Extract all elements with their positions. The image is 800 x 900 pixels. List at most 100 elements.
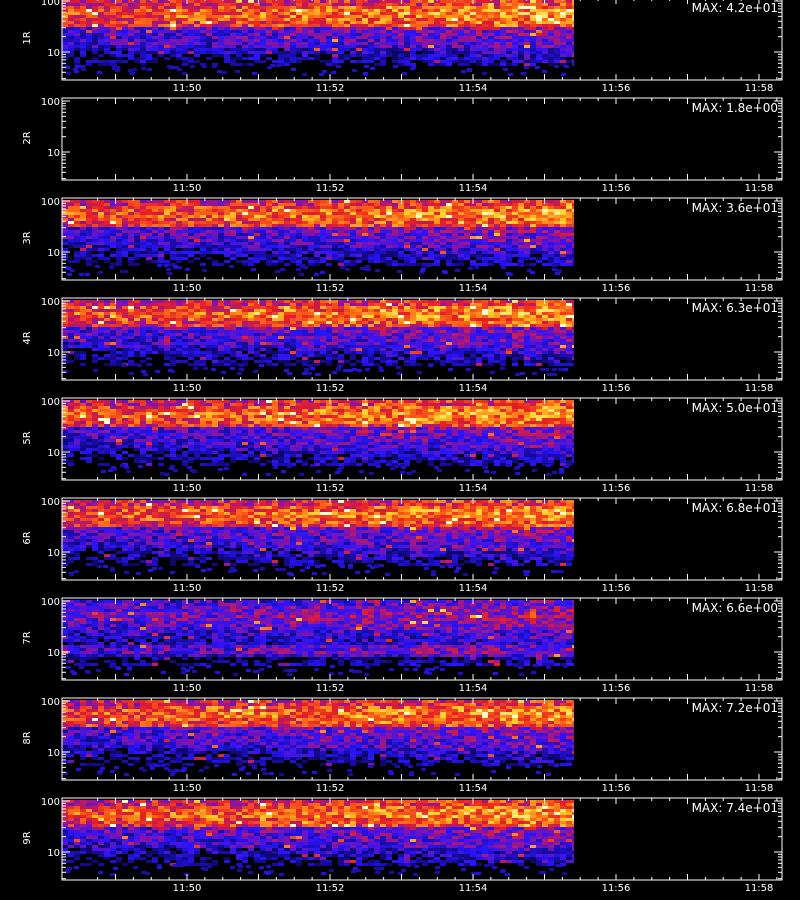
x-tick-label: 11:56 [602, 483, 631, 494]
heatmap-cells [62, 400, 574, 476]
y-tick-label: 100 [41, 0, 60, 8]
x-tick-label: 11:52 [316, 683, 345, 694]
x-tick-label: 11:58 [745, 83, 774, 94]
y-tick-label: 100 [41, 797, 60, 808]
y-tick-label: 100 [41, 197, 60, 208]
axis-frame [61, 597, 783, 681]
x-tick-label: 11:50 [173, 483, 202, 494]
heatmap-cells [62, 500, 574, 576]
panel-7r: 11:50 11:52 11:54 11:56 11:58 10 100 7R MAX: 6.6… [22, 597, 783, 694]
panel-label: 2R [22, 131, 33, 144]
x-ticks [97, 198, 778, 280]
y-tick-label: 100 [41, 97, 60, 108]
y-tick-label: 100 [41, 497, 60, 508]
y-tick-label: 10 [47, 748, 60, 759]
y-tick-label: 10 [47, 548, 60, 559]
y-ticks [62, 800, 782, 880]
x-tick-label: 11:52 [316, 583, 345, 594]
x-tick-label: 11:56 [602, 883, 631, 894]
x-tick-label: 11:50 [173, 783, 202, 794]
x-tick-label: 11:58 [745, 783, 774, 794]
panel-label: 8R [22, 731, 33, 744]
y-tick-label: 10 [47, 848, 60, 859]
x-ticks [97, 0, 778, 80]
x-tick-label: 11:58 [745, 583, 774, 594]
y-tick-label: 10 [47, 248, 60, 259]
x-ticks [97, 498, 778, 580]
axis-frame [61, 697, 783, 781]
y-ticks [62, 200, 782, 280]
panel-label: 9R [22, 831, 33, 844]
panel-6r: 11:50 11:52 11:54 11:56 11:58 10 100 6R MAX: 6.8… [22, 497, 783, 594]
x-ticks [97, 398, 778, 480]
x-tick-label: 11:54 [459, 283, 488, 294]
max-label: MAX: 6.6e+00 [692, 601, 778, 615]
x-tick-label: 11:54 [459, 183, 488, 194]
x-tick-label: 11:58 [745, 383, 774, 394]
x-tick-label: 11:58 [745, 683, 774, 694]
x-tick-label: 11:56 [602, 183, 631, 194]
y-ticks [62, 500, 782, 580]
heatmap-cells [62, 600, 574, 676]
axis-frame [61, 797, 783, 881]
x-tick-label: 11:52 [316, 383, 345, 394]
panel-5r: 11:50 11:52 11:54 11:56 11:58 10 100 5R MAX: 5.0… [22, 397, 783, 494]
x-tick-label: 11:54 [459, 883, 488, 894]
max-label: MAX: 7.4e+01 [692, 801, 778, 815]
x-tick-label: 11:52 [316, 483, 345, 494]
y-tick-label: 100 [41, 297, 60, 308]
x-tick-label: 11:58 [745, 883, 774, 894]
x-tick-label: 11:56 [602, 283, 631, 294]
y-ticks [62, 0, 782, 80]
x-ticks [97, 598, 778, 680]
heatmap-cells [62, 700, 574, 776]
x-tick-label: 11:58 [745, 283, 774, 294]
panel-4r: 11:50 11:52 11:54 11:56 11:58 10 100 4R MAX: 6.3… [22, 297, 783, 394]
panel-8r: 11:50 11:52 11:54 11:56 11:58 10 100 8R MAX: 7.2… [22, 697, 783, 794]
x-tick-label: 11:56 [602, 683, 631, 694]
x-tick-label: 11:58 [745, 483, 774, 494]
panel-9r: 11:50 11:52 11:54 11:56 11:58 10 100 9R MAX: 7.4… [22, 797, 783, 894]
heatmap-cells [62, 0, 574, 76]
y-ticks [62, 400, 782, 480]
x-tick-label: 11:54 [459, 83, 488, 94]
max-label: MAX: 3.6e+01 [692, 201, 778, 215]
x-tick-label: 11:52 [316, 883, 345, 894]
x-tick-label: 11:52 [316, 83, 345, 94]
panel-label: 4R [22, 331, 33, 344]
x-tick-label: 11:56 [602, 83, 631, 94]
max-label: MAX: 6.8e+01 [692, 501, 778, 515]
panel-label: 3R [22, 231, 33, 244]
y-ticks [62, 700, 782, 780]
x-tick-label: 11:50 [173, 283, 202, 294]
y-ticks [62, 100, 782, 180]
x-tick-label: 11:50 [173, 83, 202, 94]
y-tick-label: 100 [41, 597, 60, 608]
x-tick-label: 11:50 [173, 183, 202, 194]
x-tick-label: 11:52 [316, 183, 345, 194]
x-tick-label: 11:50 [173, 683, 202, 694]
panel-label: 7R [22, 631, 33, 644]
y-tick-label: 10 [47, 448, 60, 459]
panel-1r: 11:50 11:52 11:54 11:56 11:58 10 100 1R MAX: 4.2… [22, 0, 783, 94]
y-tick-label: 10 [47, 348, 60, 359]
y-ticks [62, 600, 782, 680]
axis-frame [61, 397, 783, 481]
panel-label: 6R [22, 531, 33, 544]
x-tick-label: 11:54 [459, 483, 488, 494]
x-tick-label: 11:54 [459, 383, 488, 394]
panel-label: 1R [22, 31, 33, 44]
x-tick-label: 11:52 [316, 283, 345, 294]
x-tick-label: 11:54 [459, 683, 488, 694]
axis-frame [61, 97, 783, 181]
x-tick-label: 11:54 [459, 783, 488, 794]
x-ticks [97, 98, 778, 180]
panel-3r: 11:50 11:52 11:54 11:56 11:58 10 100 3R MAX: 3.6… [22, 197, 783, 294]
y-tick-label: 10 [47, 48, 60, 59]
heatmap-cells [62, 300, 574, 376]
max-label: MAX: 1.8e+00 [692, 101, 778, 115]
axis-frame [61, 197, 783, 281]
y-tick-label: 100 [41, 397, 60, 408]
max-label: MAX: 6.3e+01 [692, 301, 778, 315]
